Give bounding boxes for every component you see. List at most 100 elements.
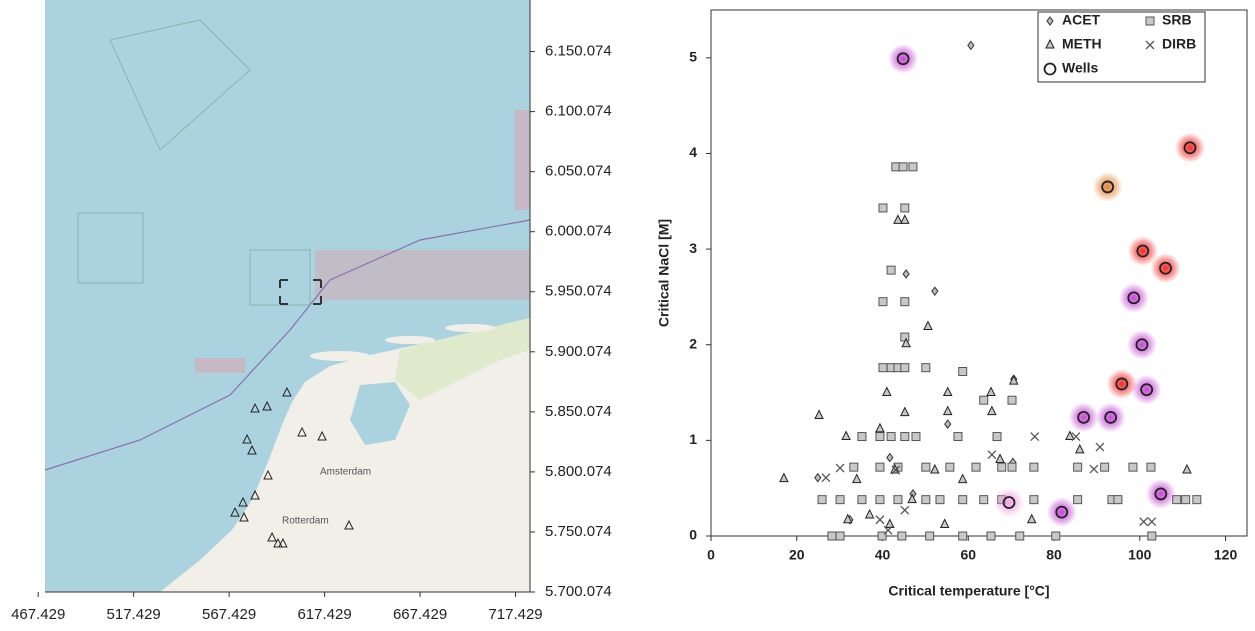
figure: Amsterdam Rotterdam Critical temperature… — [0, 0, 1255, 631]
square-marker — [1030, 496, 1038, 504]
y-tick-label: 5.750.074 — [545, 523, 612, 540]
y-tick-label: 4 — [689, 144, 697, 160]
y-tick-label: 6.150.074 — [545, 43, 612, 60]
square-marker — [1148, 532, 1156, 540]
triangle-marker — [988, 407, 996, 415]
square-marker — [922, 496, 930, 504]
x-tick-label: 100 — [1128, 547, 1152, 563]
diamond-marker — [968, 41, 974, 49]
x-tick-label: 0 — [707, 547, 715, 563]
square-marker — [876, 496, 884, 504]
square-marker — [1146, 17, 1154, 25]
square-marker — [1129, 463, 1137, 471]
square-marker — [926, 532, 934, 540]
diamond-marker — [815, 474, 821, 482]
triangle-marker — [876, 424, 884, 432]
square-marker — [887, 433, 895, 441]
square-marker — [980, 396, 988, 404]
square-marker — [998, 463, 1006, 471]
cross-marker — [1031, 433, 1039, 441]
legend-label: Wells — [1062, 60, 1099, 76]
diamond-marker — [932, 287, 938, 295]
square-marker — [936, 496, 944, 504]
x-tick-label: 80 — [1046, 547, 1062, 563]
triangle-marker — [853, 475, 861, 483]
square-marker — [1147, 463, 1155, 471]
well-glow — [1127, 330, 1157, 360]
square-marker — [898, 532, 906, 540]
y-tick-label: 0 — [689, 527, 697, 543]
diamond-marker — [887, 454, 893, 462]
y-tick-label: 6.100.074 — [545, 103, 612, 120]
page: {"chart_data": [ {"type": "scatter", "ma… — [0, 0, 1255, 631]
protected-area — [195, 358, 245, 373]
y-tick-label: 5.850.074 — [545, 403, 612, 420]
cross-marker — [1072, 433, 1080, 441]
cross-marker — [1140, 518, 1148, 526]
legend-label: DIRB — [1162, 36, 1196, 52]
square-marker — [1101, 463, 1109, 471]
well-glow — [994, 488, 1024, 518]
cross-marker — [1090, 465, 1098, 473]
cross-marker — [988, 451, 996, 459]
square-marker — [1114, 496, 1122, 504]
protected-area — [315, 250, 530, 300]
cross-marker — [1096, 443, 1104, 451]
x-tick-label: 617.429 — [297, 606, 351, 623]
well-glow — [888, 44, 918, 74]
well-glow — [1047, 497, 1077, 527]
triangle-marker — [815, 410, 823, 418]
triangle-marker — [987, 388, 995, 396]
diamond-marker — [903, 270, 909, 278]
island — [385, 336, 435, 344]
square-marker — [954, 433, 962, 441]
square-marker — [946, 463, 954, 471]
x-tick-label: 120 — [1214, 547, 1238, 563]
square-marker — [1016, 532, 1024, 540]
square-marker — [980, 496, 988, 504]
legend-label: SRB — [1162, 12, 1192, 28]
square-marker — [912, 433, 920, 441]
square-marker — [922, 463, 930, 471]
square-marker — [876, 463, 884, 471]
square-marker — [959, 496, 967, 504]
x-tick-label: 60 — [960, 547, 976, 563]
diamond-marker — [945, 420, 951, 428]
square-marker — [922, 364, 930, 372]
square-marker — [1193, 496, 1201, 504]
square-marker — [1008, 396, 1016, 404]
y-tick-label: 5.950.074 — [545, 283, 612, 300]
x-axis-label: Critical temperature [°C] — [888, 583, 1049, 599]
triangle-marker — [894, 215, 902, 223]
square-marker — [909, 163, 917, 171]
square-marker — [850, 463, 858, 471]
square-marker — [901, 333, 909, 341]
square-marker — [858, 496, 866, 504]
triangle-marker — [931, 465, 939, 473]
x-tick-label: 20 — [789, 547, 805, 563]
triangle-marker — [944, 407, 952, 415]
cross-marker — [1148, 518, 1156, 526]
square-marker — [901, 364, 909, 372]
y-tick-label: 1 — [689, 431, 697, 447]
y-tick-label: 5.800.074 — [545, 463, 612, 480]
map-background: Amsterdam Rotterdam — [45, 0, 530, 592]
island — [445, 324, 495, 332]
well-glow — [1096, 402, 1126, 432]
square-marker — [828, 532, 836, 540]
y-tick-label: 6.000.074 — [545, 223, 612, 240]
y-tick-label: 5 — [689, 49, 697, 65]
square-marker — [1074, 463, 1082, 471]
triangle-marker — [1028, 515, 1036, 523]
triangle-marker — [944, 388, 952, 396]
square-marker — [818, 496, 826, 504]
island — [310, 351, 370, 361]
y-tick-label: 5.900.074 — [545, 343, 612, 360]
well-glow — [1132, 375, 1162, 405]
triangle-marker — [1076, 445, 1084, 453]
square-marker — [1182, 496, 1190, 504]
x-tick-label: 717.429 — [488, 606, 542, 623]
y-tick-label: 6.050.074 — [545, 163, 612, 180]
triangle-marker — [901, 408, 909, 416]
triangle-marker — [842, 432, 850, 440]
